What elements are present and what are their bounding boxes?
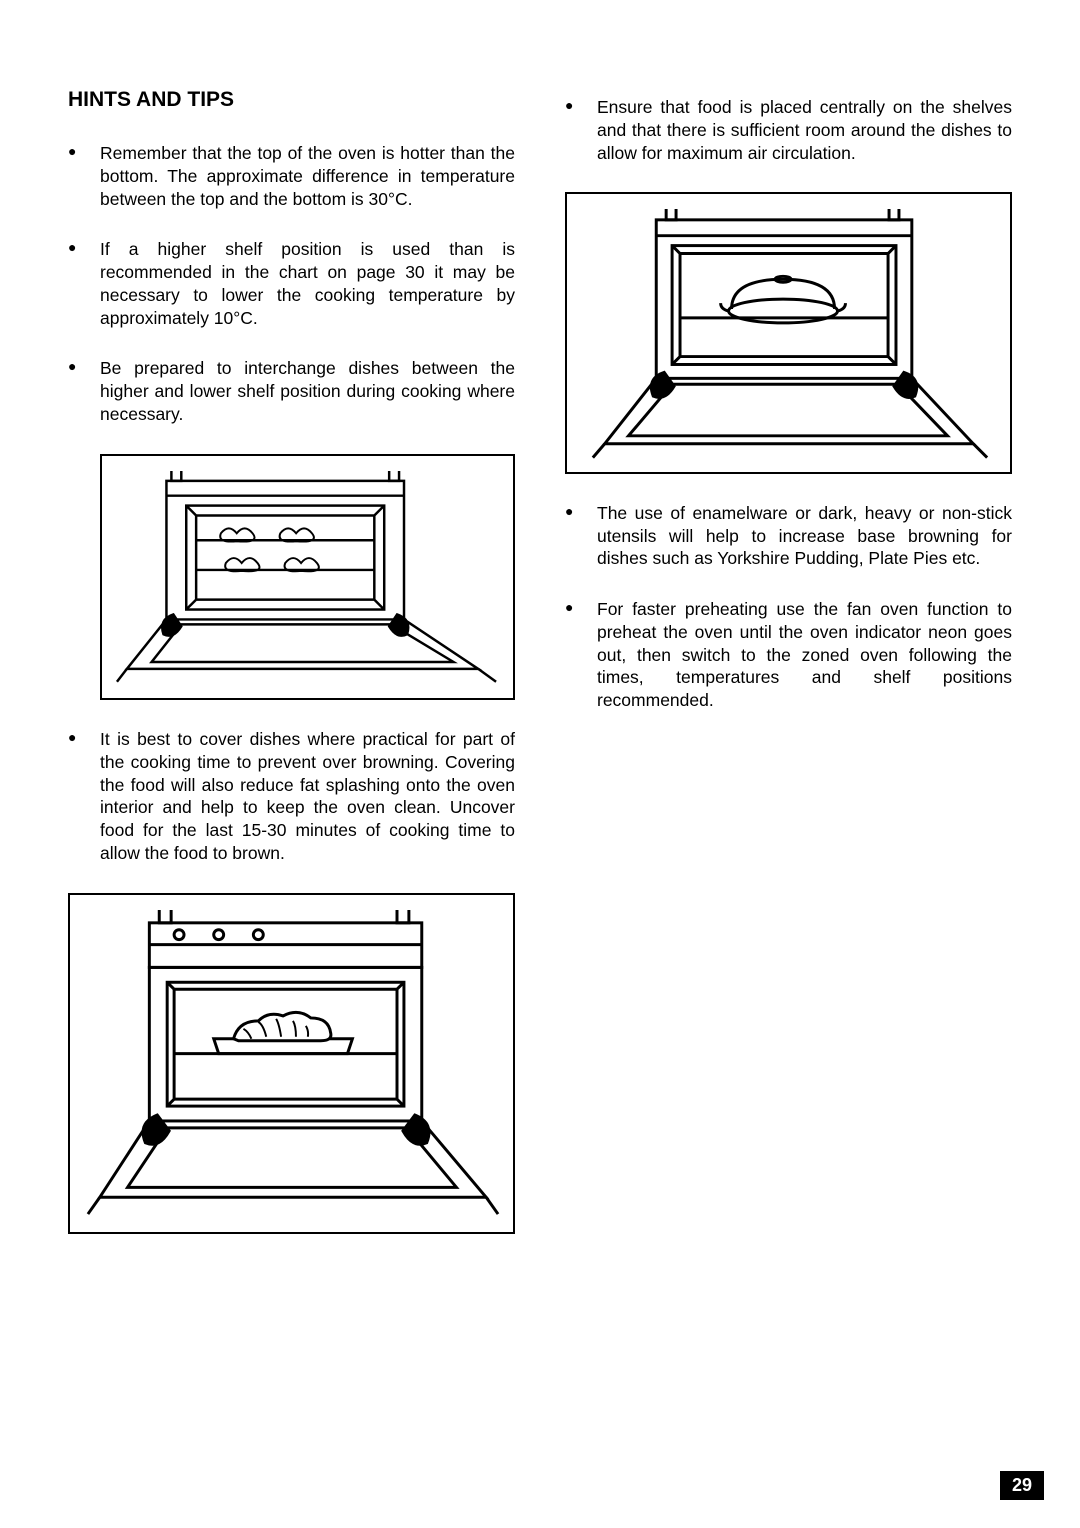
tip-item: Be prepared to interchange dishes betwee… xyxy=(68,357,515,425)
section-heading: HINTS AND TIPS xyxy=(68,88,515,112)
tips-list-right-cont: The use of enamelware or dark, heavy or … xyxy=(565,502,1012,712)
tips-list-left: Remember that the top of the oven is hot… xyxy=(68,142,515,426)
tip-item: For faster preheating use the fan oven f… xyxy=(565,598,1012,712)
tip-item: Ensure that food is placed centrally on … xyxy=(565,96,1012,164)
figure-oven-two-shelves xyxy=(100,454,515,701)
tips-list-right: Ensure that food is placed centrally on … xyxy=(565,96,1012,164)
tip-item: It is best to cover dishes where practic… xyxy=(68,728,515,865)
oven-illustration-icon xyxy=(577,204,1000,462)
tip-item: If a higher shelf position is used than … xyxy=(68,238,515,329)
page-content: HINTS AND TIPS Remember that the top of … xyxy=(68,88,1012,1262)
tip-item: The use of enamelware or dark, heavy or … xyxy=(565,502,1012,570)
tips-list-left-cont: It is best to cover dishes where practic… xyxy=(68,728,515,865)
oven-illustration-icon xyxy=(80,905,503,1222)
oven-illustration-icon xyxy=(112,466,503,689)
tip-item: Remember that the top of the oven is hot… xyxy=(68,142,515,210)
left-column: HINTS AND TIPS Remember that the top of … xyxy=(68,88,515,1262)
page-number: 29 xyxy=(1000,1471,1044,1500)
figure-oven-roast xyxy=(68,893,515,1234)
figure-oven-covered-dish xyxy=(565,192,1012,474)
right-column: Ensure that food is placed centrally on … xyxy=(565,88,1012,1262)
